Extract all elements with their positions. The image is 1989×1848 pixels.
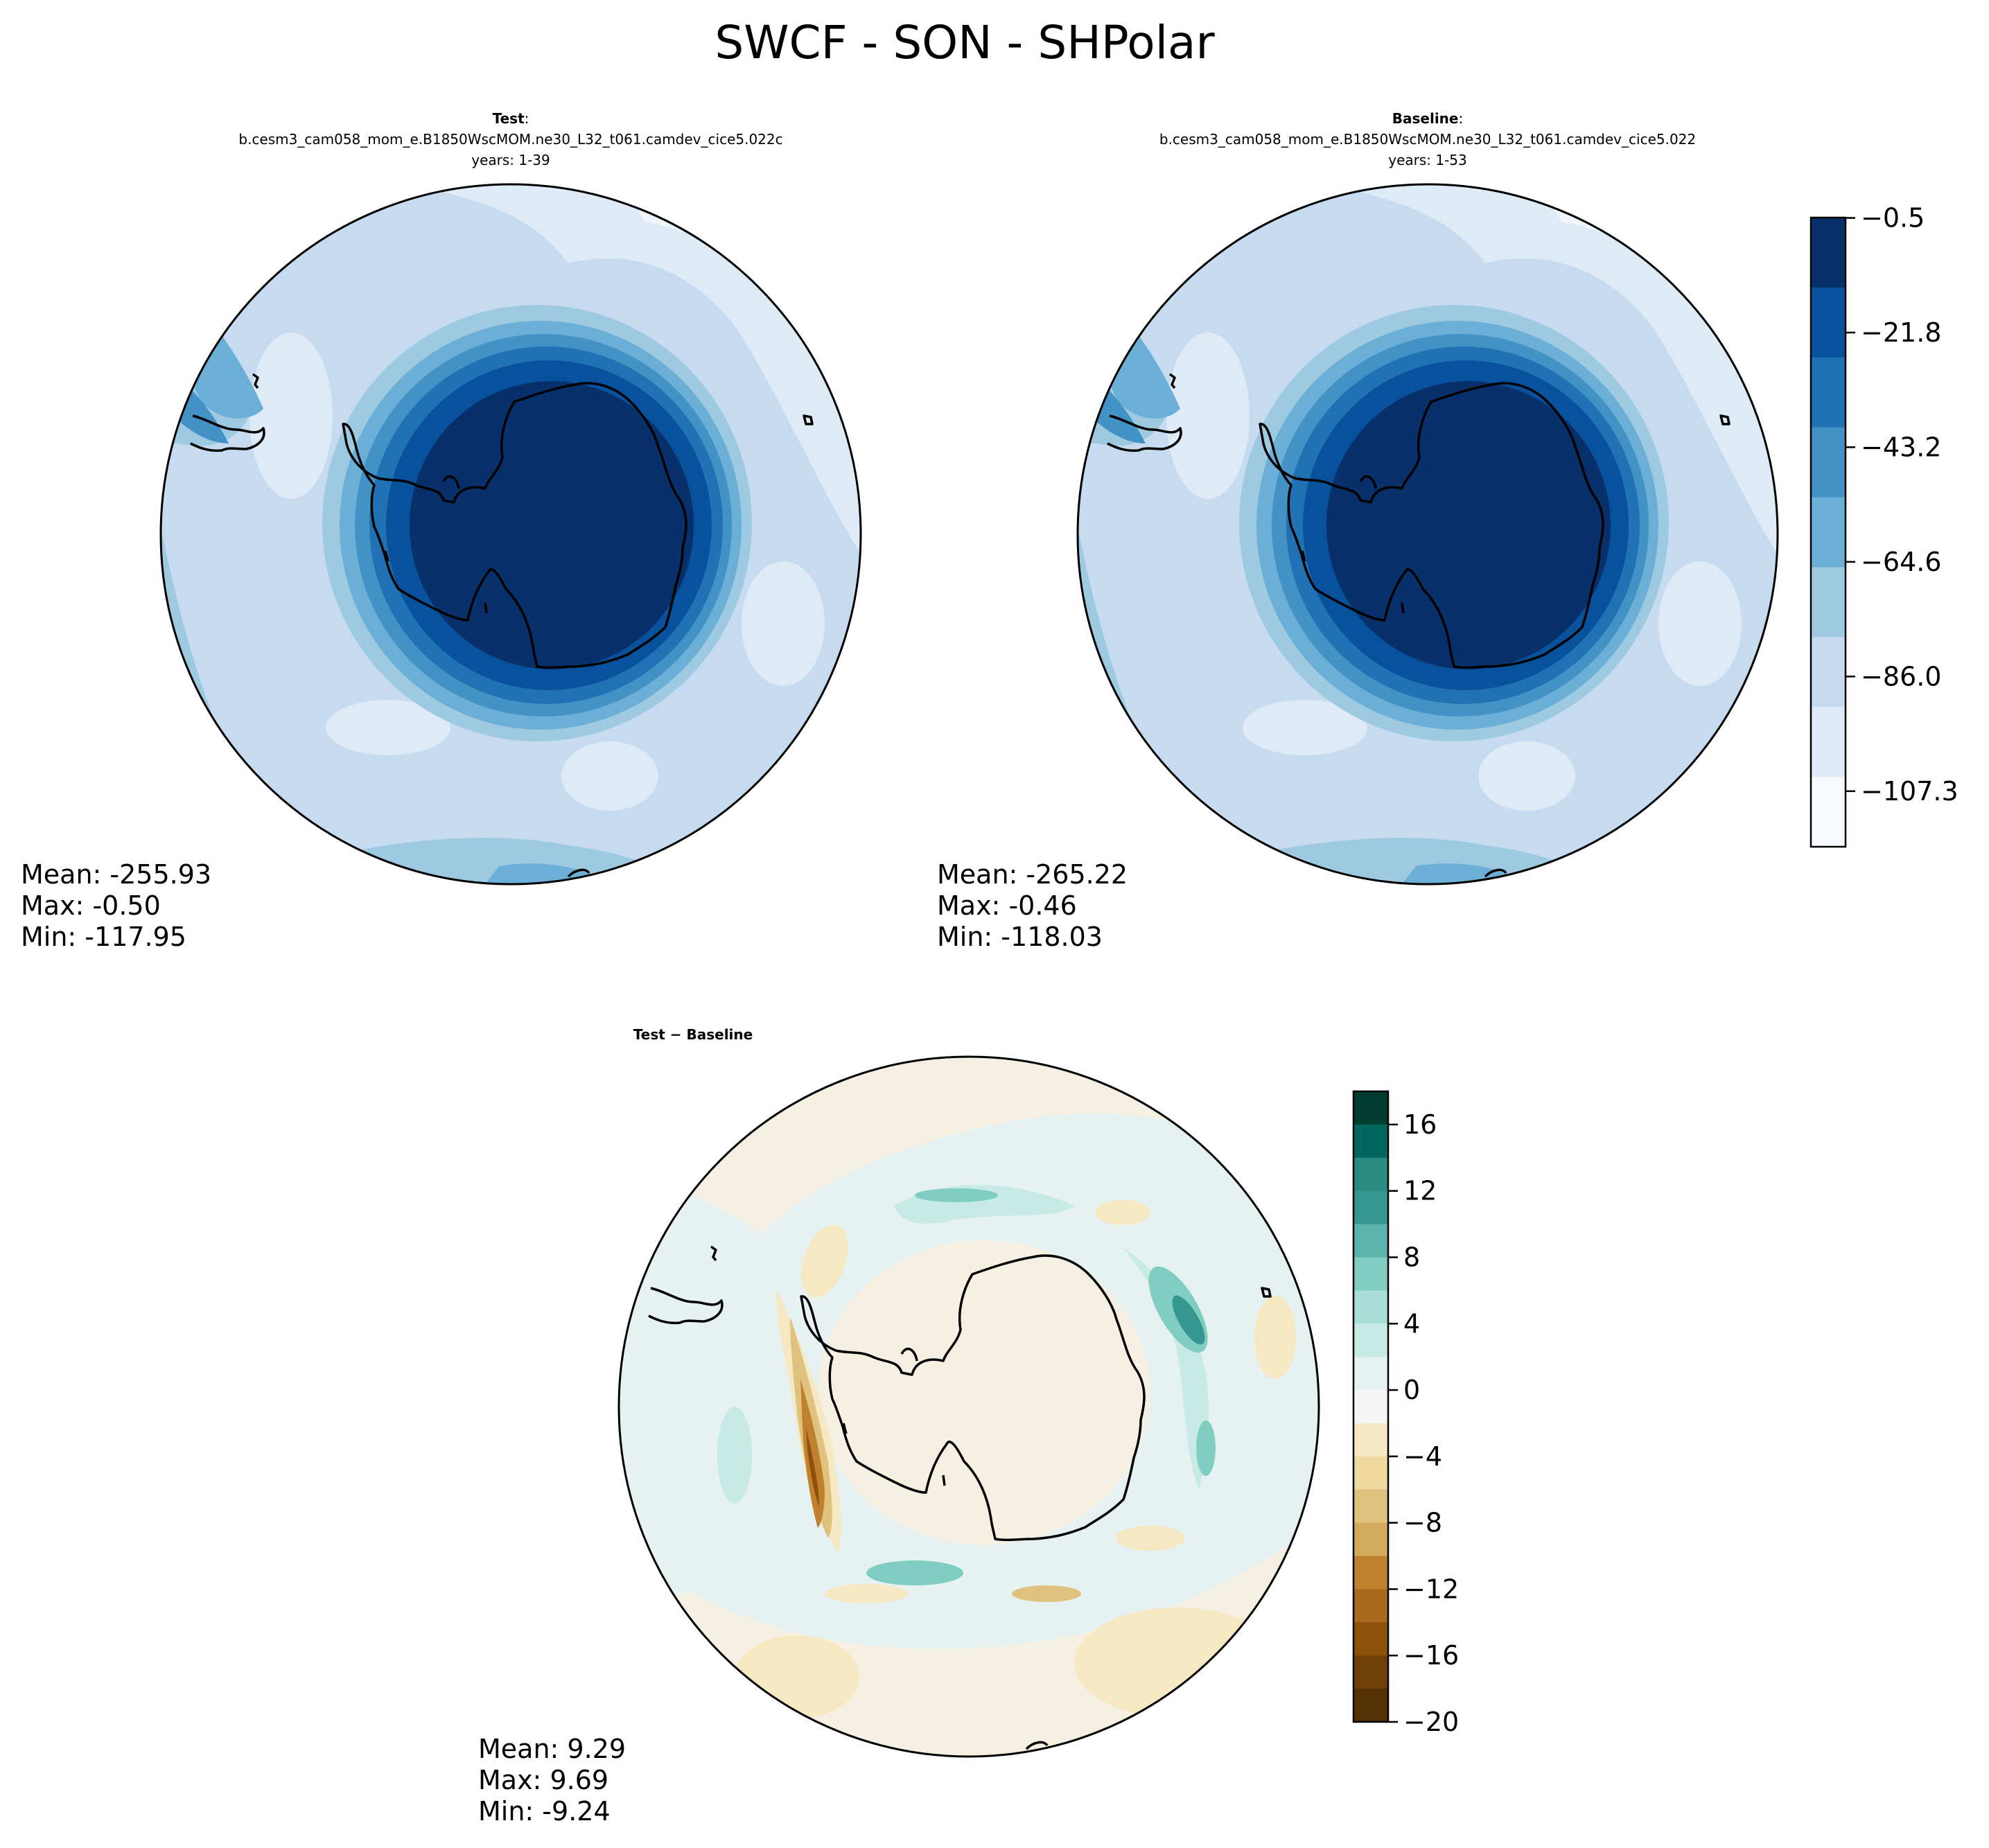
colorbar-segment xyxy=(1353,1224,1388,1258)
test-map-boundary xyxy=(159,183,862,886)
test-max: Max: -0.50 xyxy=(21,890,161,921)
test-title-colon: : xyxy=(525,110,529,127)
test-min: Min: -117.95 xyxy=(21,922,186,952)
test-map xyxy=(161,184,861,884)
difference-min: Min: -9.24 xyxy=(478,1796,611,1827)
test-case-name: b.cesm3_cam058_mom_e.B1850WscMOM.ne30_L3… xyxy=(238,131,782,148)
colorbar-segment xyxy=(1353,1290,1388,1324)
baseline-title: Baseline: xyxy=(1392,110,1463,127)
baseline-mean: Mean: -265.22 xyxy=(937,859,1128,890)
difference-map-boundary xyxy=(617,1055,1320,1758)
colorbar-segment xyxy=(1353,1689,1388,1723)
colorbar-segment xyxy=(1811,497,1846,568)
difference-mean: Mean: 9.29 xyxy=(478,1734,626,1764)
colorbar-segment xyxy=(1353,1622,1388,1656)
baseline-case-name: b.cesm3_cam058_mom_e.B1850WscMOM.ne30_L3… xyxy=(1159,131,1696,148)
test-mean: Mean: -255.93 xyxy=(21,859,211,890)
colorbar-tick-label: −64.6 xyxy=(1861,547,1941,577)
colorbar-segment xyxy=(1353,1257,1388,1291)
colorbar-tick-label: −4 xyxy=(1403,1441,1442,1472)
colorbar-segment xyxy=(1353,1556,1388,1590)
colorbar-frame xyxy=(1810,216,1847,848)
colorbar-segment xyxy=(1353,1423,1388,1457)
colorbar-segment xyxy=(1353,1655,1388,1689)
colorbar-segment xyxy=(1811,637,1846,707)
test-coastlines xyxy=(190,373,814,878)
colorbar-tick-label: 0 xyxy=(1403,1375,1420,1405)
colorbar-tick-label: −21.8 xyxy=(1861,317,1941,348)
difference-max: Max: 9.69 xyxy=(478,1765,608,1795)
colorbar-segment xyxy=(1811,357,1846,428)
colorbar-segment xyxy=(1811,567,1846,637)
test-years: years: 1-39 xyxy=(471,152,550,168)
colorbar-tick-label: 4 xyxy=(1403,1308,1420,1339)
colorbar-tick-label: −16 xyxy=(1403,1640,1459,1671)
colorbar-segment xyxy=(1353,1456,1388,1490)
baseline-map xyxy=(1078,184,1778,884)
colorbar-segment xyxy=(1353,1157,1388,1192)
colorbar-segment xyxy=(1811,427,1846,498)
difference-colorbar: 16 12 8 4 0 −4 −8 −12 −16 −20 xyxy=(1352,1090,1459,1737)
colorbar-segment xyxy=(1353,1589,1388,1623)
colorbar-tick-label: 16 xyxy=(1403,1109,1437,1140)
colorbar-tick-label: −43.2 xyxy=(1861,432,1941,462)
colorbar-segment xyxy=(1811,707,1846,777)
colorbar-tick-label: −12 xyxy=(1403,1574,1459,1604)
colorbar-segment xyxy=(1353,1124,1388,1159)
colorbar-tick-label: −8 xyxy=(1403,1508,1442,1538)
colorbar-tick-label: −20 xyxy=(1403,1707,1459,1737)
baseline-title-colon: : xyxy=(1458,110,1463,127)
colorbar-segment xyxy=(1811,287,1846,358)
baseline-panel: Baseline: b.cesm3_cam058_mom_e.B1850WscM… xyxy=(937,110,1779,952)
baseline-map-boundary xyxy=(1076,183,1779,886)
colorbar-segment xyxy=(1353,1357,1388,1391)
colorbar-frame xyxy=(1352,1090,1390,1723)
colorbar-tick-label: −0.5 xyxy=(1861,203,1925,234)
test-title: Test: xyxy=(493,110,529,127)
colorbar-tick-label: 12 xyxy=(1403,1176,1437,1206)
baseline-title-bold: Baseline xyxy=(1392,110,1459,127)
test-panel: Test: b.cesm3_cam058_mom_e.B1850WscMOM.n… xyxy=(21,110,862,952)
test-title-bold: Test xyxy=(493,110,525,127)
difference-panel: Test − Baseline xyxy=(478,1026,1320,1827)
colorbar-tick-label: 8 xyxy=(1403,1242,1420,1272)
colorbar-tick-label: −86.0 xyxy=(1861,661,1941,692)
baseline-years: years: 1-53 xyxy=(1388,152,1467,168)
baseline-max: Max: -0.46 xyxy=(937,890,1077,921)
figure-title: SWCF - SON - SHPolar xyxy=(715,16,1215,69)
colorbar-segment xyxy=(1353,1522,1388,1557)
baseline-min: Min: -118.03 xyxy=(937,922,1103,952)
colorbar-segment xyxy=(1811,218,1846,288)
colorbar-segment xyxy=(1811,777,1846,847)
difference-title: Test − Baseline xyxy=(633,1026,753,1043)
difference-map xyxy=(619,1057,1319,1757)
colorbar-segment xyxy=(1353,1390,1388,1424)
colorbar-tick-label: −107.3 xyxy=(1861,776,1959,807)
difference-coastlines xyxy=(648,1245,1272,1750)
colorbar-segment xyxy=(1353,1190,1388,1225)
colorbar-segment xyxy=(1353,1489,1388,1524)
main-colorbar: −0.5 −21.8 −43.2 −64.6 −86.0 −107.3 xyxy=(1810,203,1959,848)
baseline-coastlines xyxy=(1107,373,1730,878)
colorbar-segment xyxy=(1353,1323,1388,1357)
colorbar-segment xyxy=(1353,1091,1388,1125)
